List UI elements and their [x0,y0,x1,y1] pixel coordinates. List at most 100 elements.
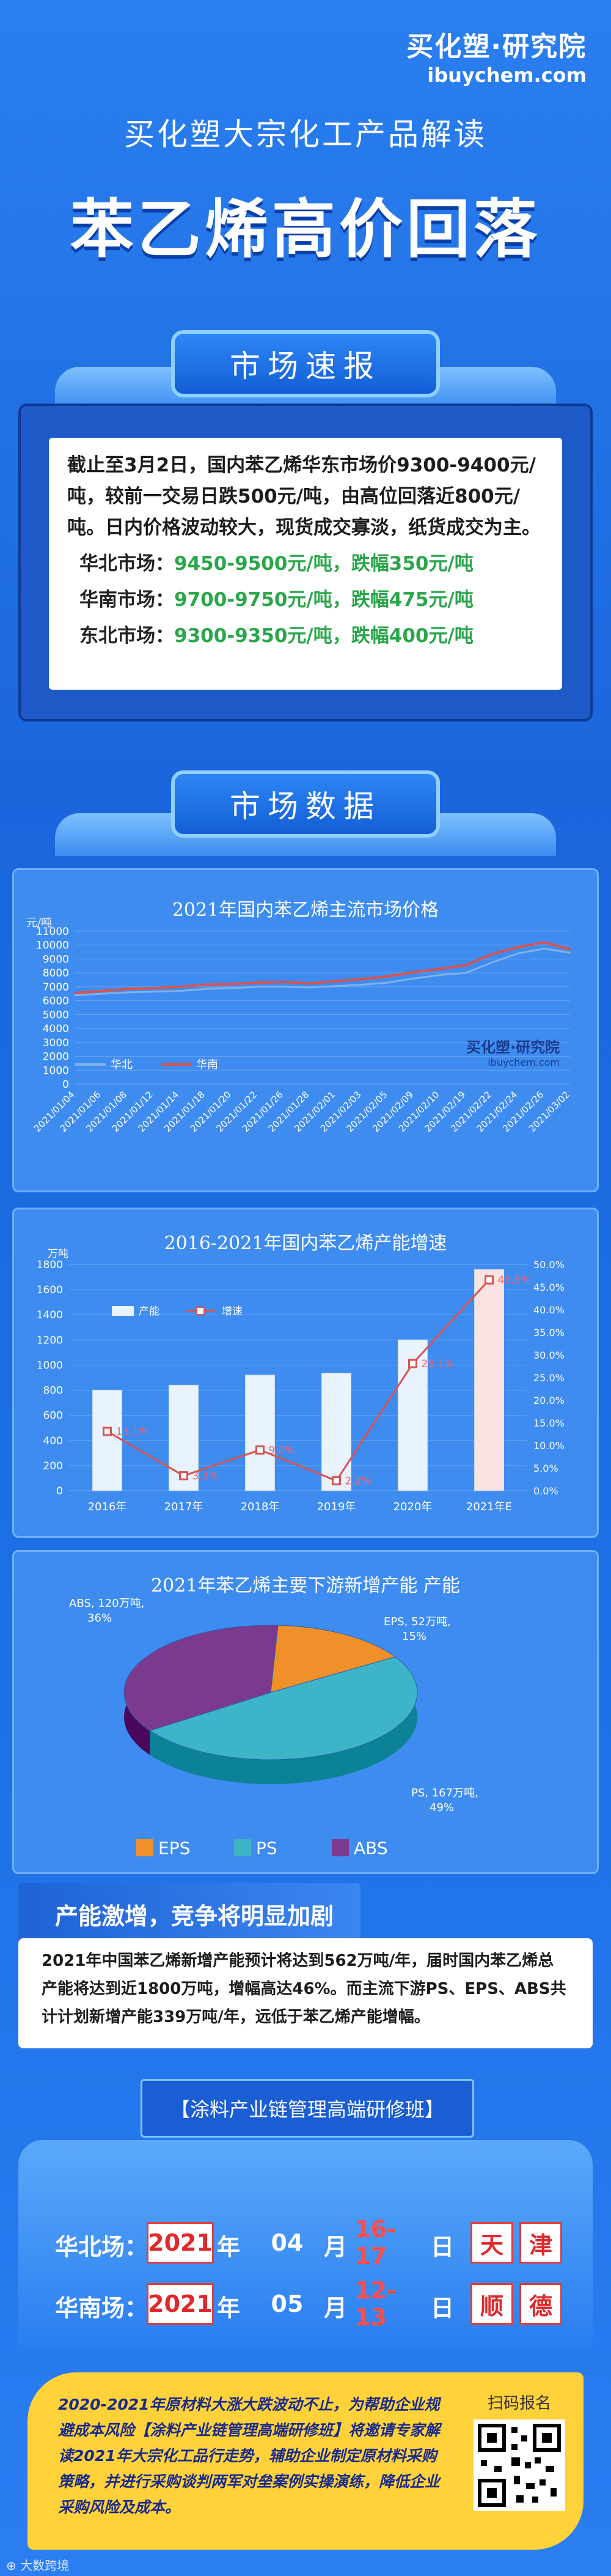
market-row-value: 9300-9350元/吨，跌幅400元/吨 [174,625,474,647]
capacity-y2tick: 15.0% [533,1417,565,1429]
price-ylabel: 元/吨 [26,917,52,929]
capacity-chart-title: 2016-2021年国内苯乙烯产能增速 [164,1233,447,1254]
capacity-y2tick: 10.0% [533,1440,565,1452]
watermark-en: ibuychem.com [488,1057,560,1068]
session-month-unit: 月 [324,2295,348,2322]
session-year: 2021 [147,2222,214,2264]
brand-site: ibuychem.com [427,64,587,87]
market-row-region: 华北市场： [79,553,174,575]
price-point [204,987,207,990]
capacity-xtick: 2020年 [393,1500,433,1513]
price-point [282,986,285,988]
downstream-chart-card: 2021年苯乙烯主要下游新增产能 产能 EPS, 52万吨, 15% PS, 167… [12,1550,599,1874]
session-month: 05 [271,2290,304,2317]
capacity-y2tick: 50.0% [533,1259,565,1271]
qr-section: 扫码报名 [474,2391,565,2514]
capacity-ytick: 400 [43,1435,63,1447]
price-point [334,980,337,983]
course-title: 【涂料产业链管理高端研修班】 [141,2079,474,2138]
price-point [387,975,389,978]
price-point [100,992,103,995]
price-point [100,990,103,992]
price-ytick: 10000 [36,940,69,952]
price-series-line-0 [75,947,571,997]
capacity-chart: 万吨 0 200 400 600 800 1000 1200 1400 1600 1800 0.0% 5… [37,1248,565,1513]
session-month-unit: 月 [324,2234,348,2260]
market-row-value: 9450-9500元/吨，跌幅350元/吨 [174,553,474,575]
price-point [230,987,233,989]
session-city-char: 津 [519,2222,562,2264]
price-point [74,994,76,997]
capacity-chart-card: 2016-2021年国内苯乙烯产能增速 万吨 0 200 400 600 800 1000 1… [12,1208,599,1538]
price-point [464,972,467,974]
capacity-ylabel: 万吨 [48,1248,68,1260]
capacity-xtick: 2016年 [88,1500,127,1513]
price-ytick: 8000 [43,967,69,980]
session-row-south: 华南场： 2021 年 05 月 12-13 日 顺 德 [55,2277,568,2331]
price-point [282,981,285,983]
price-point [387,981,389,984]
capacity-ytick: 0 [56,1485,63,1497]
capacity-ytick: 1800 [37,1259,63,1271]
market-news-card: 截止至3月2日，国内苯乙烯华东市场价9300-9400元/吨，较前一交易日跌50… [49,438,562,690]
capacity-y2tick: 20.0% [533,1395,565,1406]
pie-label-top: ABS, 120万吨, [69,1597,144,1610]
session-city-char: 德 [519,2283,562,2325]
capacity-legend-swatch [112,1306,134,1316]
price-point [439,967,441,970]
pie-slice-abs [123,1625,279,1731]
price-point [178,990,181,992]
market-row-value: 9700-9750元/吨，跌幅475元/吨 [174,589,474,611]
pie-legend-swatch [136,1839,153,1856]
price-chart-title: 2021年国内苯乙烯主流市场价格 [172,899,439,921]
market-news-paragraph: 截止至3月2日，国内苯乙烯华东市场价9300-9400元/吨，较前一交易日跌50… [67,454,541,539]
section-label-market-data: 市场数据 [171,770,440,838]
capacity-y2tick: 25.0% [533,1372,565,1384]
session-venue: 华南场： [55,2295,148,2322]
pie-legend-label: EPS [158,1838,190,1858]
pie-slice-side [150,1656,417,1784]
price-point [439,974,441,976]
market-news-panel: 截止至3月2日，国内苯乙烯华东市场价9300-9400元/吨，较前一交易日跌50… [18,404,593,722]
promo-text: 2020-2021年原材料大涨大跌波动不止，为帮助企业规避成本风险【涂料产业链管… [58,2396,441,2516]
capacity-y2tick: 45.0% [533,1282,565,1293]
price-point [230,983,233,985]
section-label-market-news: 市场速报 [171,330,440,397]
session-city-char: 天 [470,2222,513,2264]
qr-code-icon[interactable] [474,2419,565,2511]
price-point [204,984,207,986]
price-point [569,951,571,954]
price-point [309,986,311,989]
capacity-y2tick: 40.0% [533,1304,565,1316]
pie-legend-swatch [332,1839,349,1856]
capacity-ytick: 200 [43,1460,63,1472]
session-day-unit: 日 [431,2295,455,2322]
pie-label-top: EPS, 52万吨, [384,1615,451,1628]
price-point [464,964,467,967]
price-ytick: 5000 [43,1009,69,1021]
pie-label-bottom: 36% [87,1612,112,1625]
session-row-north: 华北场： 2021 年 04 月 16-17 日 天 津 [55,2216,568,2270]
capacity-ytick: 600 [43,1410,63,1422]
pie-slice-eps [270,1625,396,1693]
growth-line [106,1279,490,1482]
capacity-xtick: 2017年 [164,1500,203,1513]
price-point [517,946,519,948]
growth-label: 3.3% [192,1471,219,1483]
price-legend-label: 华南 [196,1058,218,1071]
session-days: 16-17 [354,2216,397,2270]
growth-legend-marker [196,1307,205,1315]
highlight-heading: 产能激增，竞争将明显加剧 [18,1883,360,1944]
price-chart-card: 2021年国内苯乙烯主流市场价格 元/吨 0 1000 2000 3000 4000 500… [12,868,599,1192]
downstream-chart: EPS, 52万吨, 15% PS, 167万吨, 49% ABS, 120万吨, 36%… [69,1597,478,1858]
page-title: 苯乙烯高价回落 [70,192,541,267]
session-city-char: 顺 [470,2283,513,2325]
price-point [126,987,128,990]
price-ytick: 0 [62,1079,69,1091]
price-ytick: 1000 [43,1065,69,1077]
footer-text: 大数跨境 [20,2558,70,2573]
footer-credit: ⊕ 大数跨境 [6,2558,70,2573]
page-subtitle: 买化塑大宗化工产品解读 [124,117,487,152]
session-days: 12-13 [354,2277,397,2331]
